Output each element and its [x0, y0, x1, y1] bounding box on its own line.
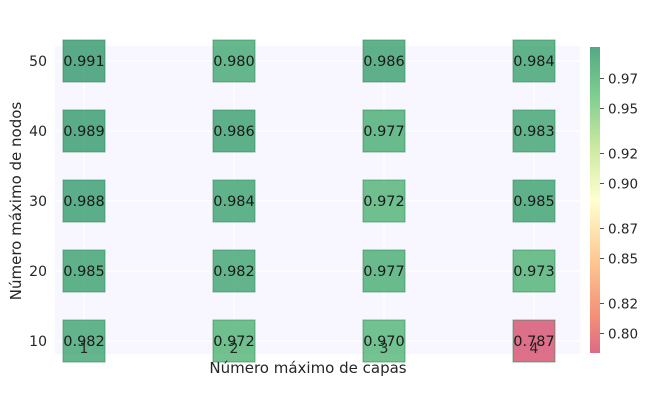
- heatmap-cell: [512, 319, 556, 363]
- x-tick-label: 4: [530, 341, 539, 357]
- heatmap-cell: [62, 249, 106, 293]
- cell-value-label: 0.982: [213, 264, 255, 280]
- y-tick-label: 50: [29, 54, 47, 70]
- cell-value-label: 0.984: [513, 54, 555, 70]
- cell-value-label: 0.989: [63, 124, 105, 140]
- colorbar-tick-label: 0.90: [608, 177, 638, 193]
- x-axis-title: Número máximo de capas: [209, 359, 406, 377]
- x-tick-labels: 1 2 3 4: [80, 341, 539, 357]
- cell-value-label: 0.984: [213, 194, 255, 210]
- y-tick-label: 10: [29, 334, 47, 350]
- colorbar-tick-label: 0.97: [608, 72, 638, 88]
- colorbar-tick-label: 0.80: [608, 327, 638, 343]
- cell-value-label: 0.982: [63, 334, 105, 350]
- heatmap-cell: [62, 109, 106, 153]
- colorbar-tick-label: 0.87: [608, 222, 638, 238]
- heatmap-cell: [212, 179, 256, 223]
- cell-value-label: 0.970: [363, 334, 405, 350]
- x-tick-label: 3: [380, 341, 389, 357]
- y-tick-label: 40: [29, 124, 47, 140]
- cell-value-label: 0.972: [213, 334, 255, 350]
- x-tick-label: 2: [230, 341, 239, 357]
- heatmap-cell: [512, 249, 556, 293]
- heatmap-cell-labels: 0.991 0.980 0.986 0.984 0.989 0.986 0.977 0.983…: [63, 54, 555, 350]
- heatmap-cell: [212, 39, 256, 83]
- y-axis-title: Número máximo de nodos: [7, 102, 25, 301]
- heatmap-cell: [362, 39, 406, 83]
- cell-value-label: 0.977: [363, 124, 405, 140]
- heatmap-cells: [62, 39, 556, 363]
- y-tick-label: 30: [29, 194, 47, 210]
- cell-value-label: 0.985: [63, 264, 105, 280]
- heatmap-cell: [362, 179, 406, 223]
- colorbar-gradient: [590, 47, 600, 353]
- heatmap-cell: [62, 179, 106, 223]
- heatmap-cell: [62, 39, 106, 83]
- cell-value-label: 0.986: [213, 124, 255, 140]
- cell-value-label: 0.986: [363, 54, 405, 70]
- colorbar-ticks: 0.80 0.82 0.85 0.87 0.90 0.92 0.95 0.97: [600, 72, 638, 343]
- cell-value-label: 0.983: [513, 124, 555, 140]
- cell-value-label: 0.973: [513, 264, 555, 280]
- cell-value-label: 0.985: [513, 194, 555, 210]
- heatmap-cell: [362, 249, 406, 293]
- cell-value-label: 0.787: [513, 334, 555, 350]
- heatmap-cell: [62, 319, 106, 363]
- cell-value-label: 0.977: [363, 264, 405, 280]
- cell-value-label: 0.988: [63, 194, 105, 210]
- colorbar-tick-label: 0.92: [608, 147, 638, 163]
- x-tick-label: 1: [80, 341, 89, 357]
- heatmap-cell: [212, 319, 256, 363]
- cell-value-label: 0.980: [213, 54, 255, 70]
- y-tick-labels: 10 20 30 40 50: [29, 54, 47, 350]
- heatmap-cell: [212, 109, 256, 153]
- heatmap-cell: [512, 179, 556, 223]
- colorbar-tick-label: 0.85: [608, 252, 638, 268]
- heatmap-cell: [362, 319, 406, 363]
- plot-background: [55, 46, 580, 354]
- heatmap-cell: [362, 109, 406, 153]
- heatmap-cell: [512, 109, 556, 153]
- colorbar: 0.80 0.82 0.85 0.87 0.90 0.92 0.95 0.97: [590, 47, 638, 353]
- colorbar-tick-label: 0.95: [608, 102, 638, 118]
- heatmap-cell: [512, 39, 556, 83]
- colorbar-tick-label: 0.82: [608, 297, 638, 313]
- heatmap-cell: [212, 249, 256, 293]
- y-tick-label: 20: [29, 264, 47, 280]
- cell-value-label: 0.991: [63, 54, 105, 70]
- grid-lines: [55, 46, 580, 354]
- cell-value-label: 0.972: [363, 194, 405, 210]
